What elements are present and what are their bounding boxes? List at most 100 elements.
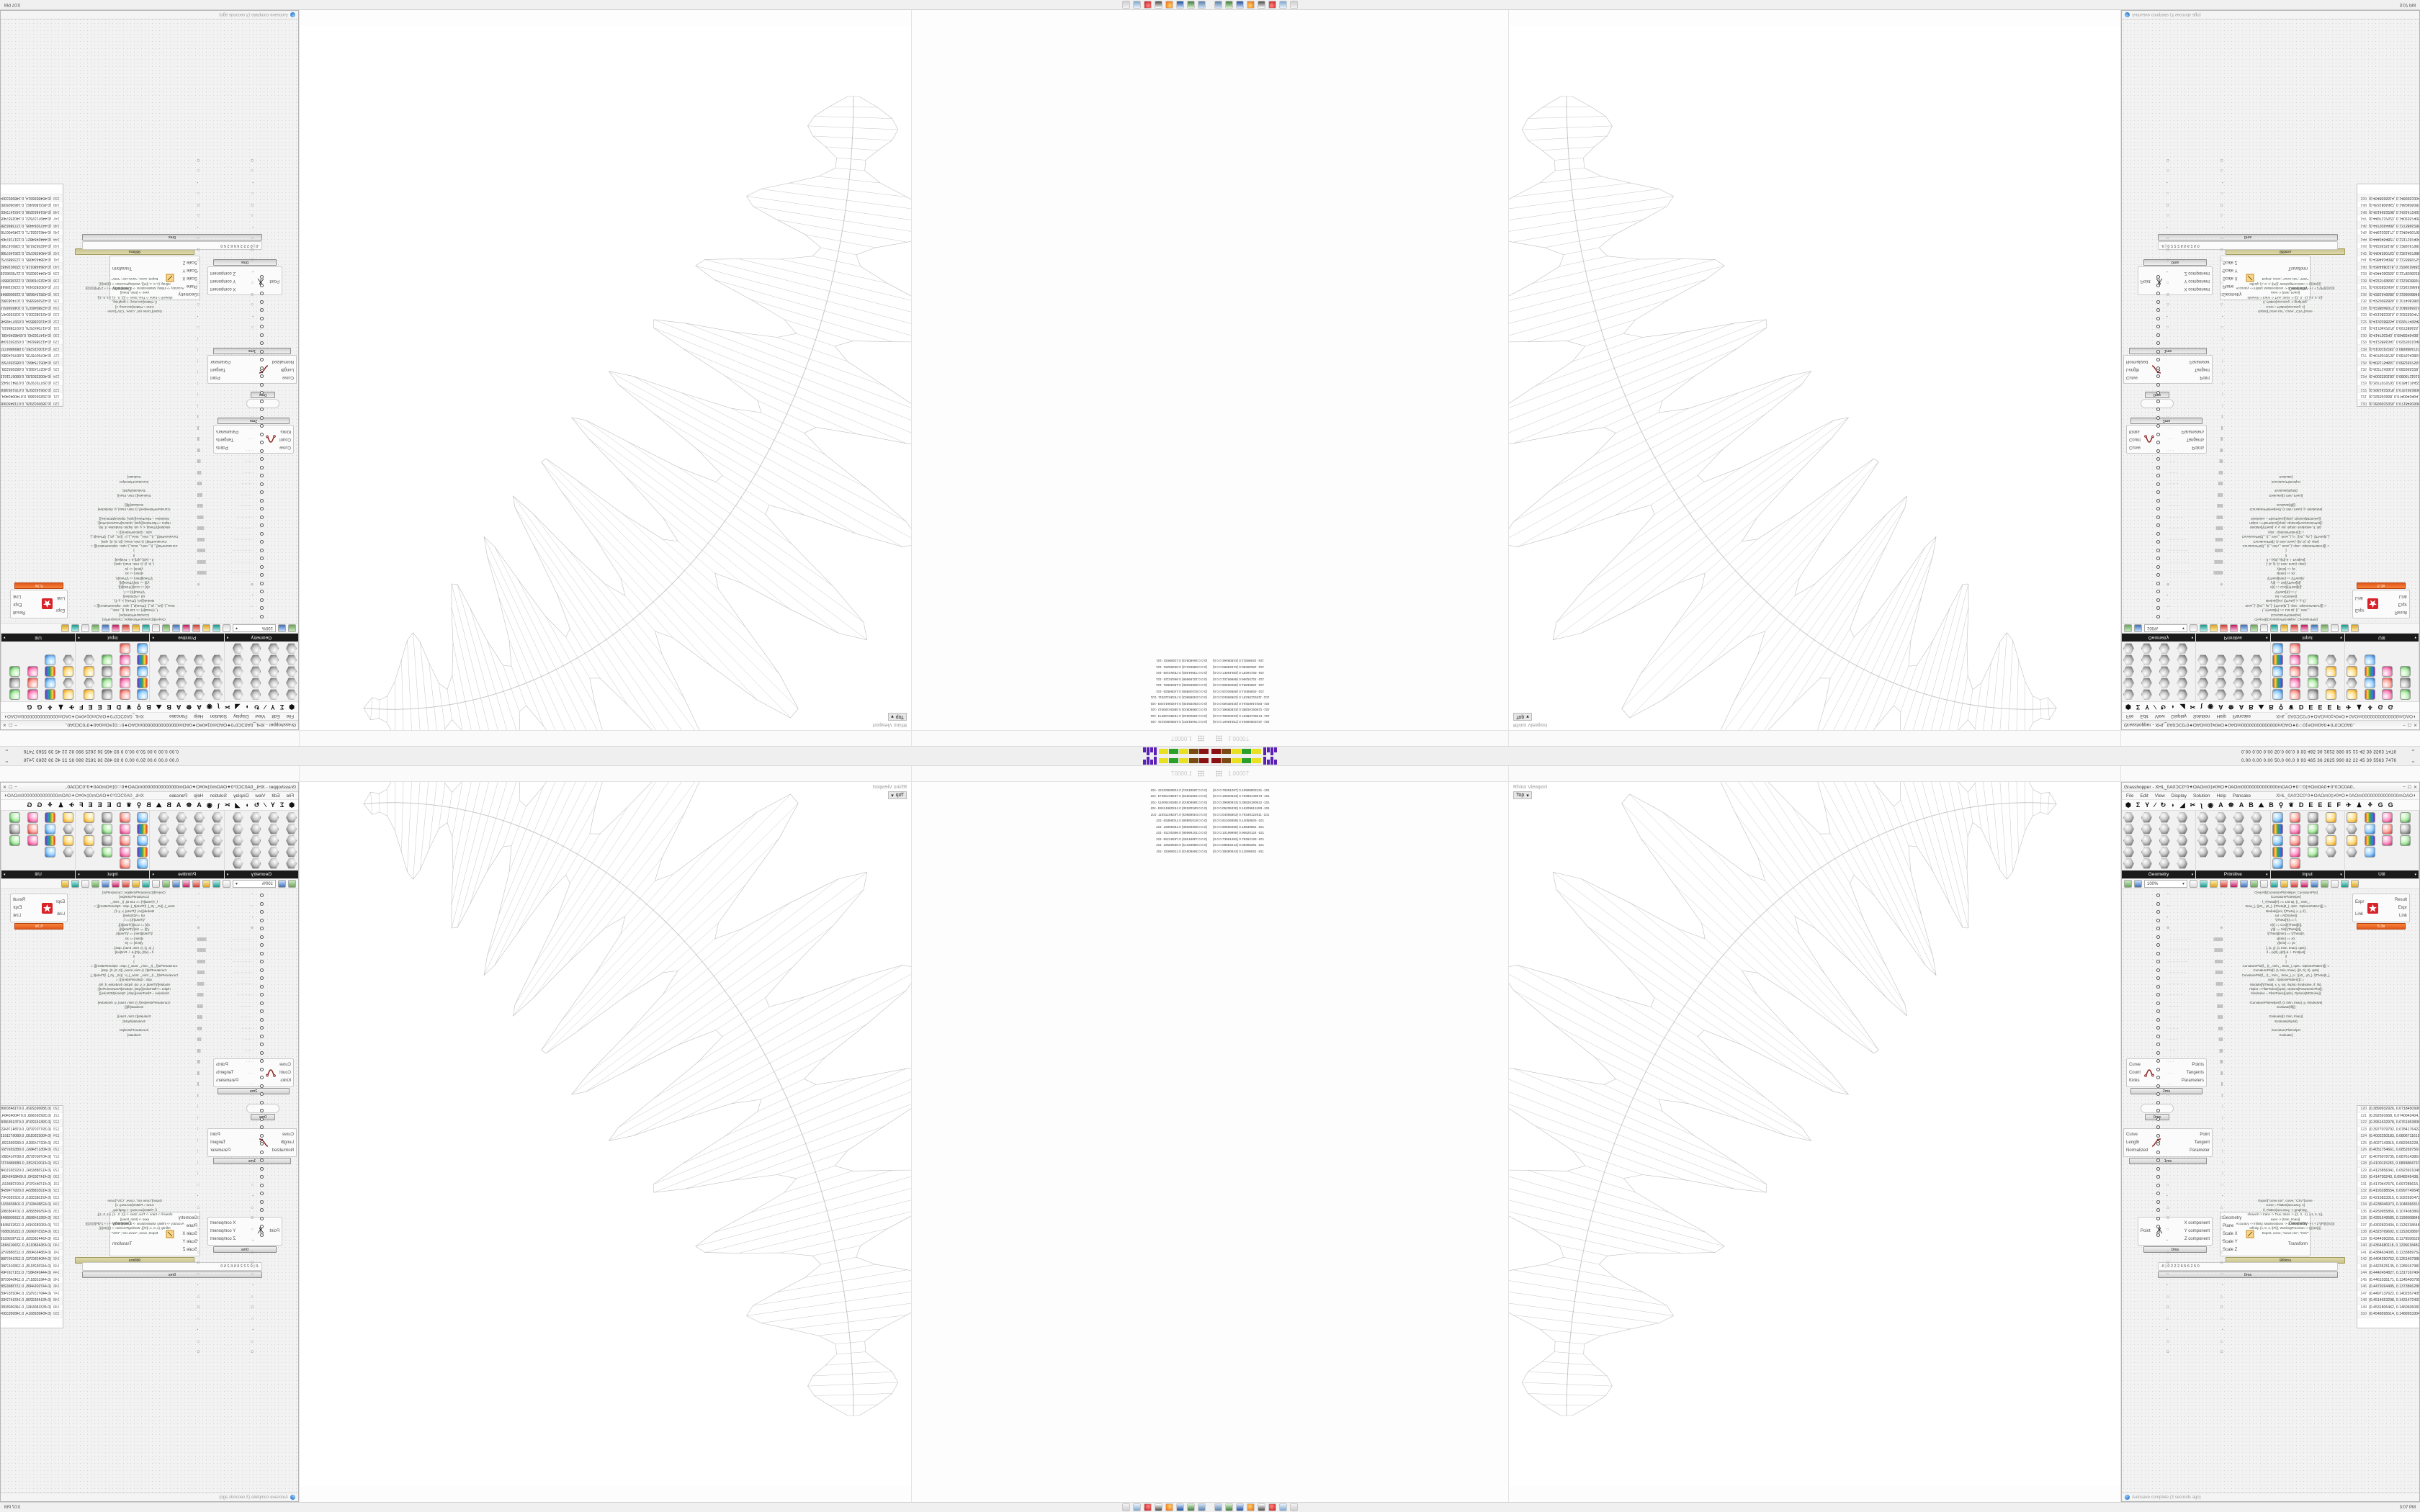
component-button[interactable]: [2123, 689, 2134, 700]
addon-g3-tab[interactable]: ⚘: [47, 703, 53, 711]
component-button[interactable]: [2290, 666, 2301, 677]
table-row[interactable]: 126{0.4051754661, 0.0852697567, 0.0}: [2357, 1147, 2419, 1154]
table-row[interactable]: 145{0.4461035171, 0.1345400795, 0.0}: [2357, 228, 2419, 235]
table-row[interactable]: 137{0.4302820434, 0.1126318648, 0.0}: [2357, 283, 2419, 290]
parameter-row[interactable]: △ △: [197, 1292, 254, 1301]
connector-pin[interactable]: [2156, 1100, 2160, 1104]
component-button[interactable]: [2197, 847, 2209, 858]
component-button[interactable]: [2290, 689, 2301, 700]
connector-pin[interactable]: [260, 499, 264, 503]
text-icon[interactable]: [1279, 1503, 1287, 1511]
component-button[interactable]: [27, 689, 38, 700]
component-wolfram-evaluate[interactable]: Expr Link Result Expr Link: [10, 894, 68, 922]
connector-pin[interactable]: [260, 457, 264, 462]
parameter-row[interactable]: ▪ ▪: [197, 312, 254, 320]
component-scale-nu[interactable]: Geometry Plane Scale X Scale Y Scale Z G…: [2220, 256, 2311, 300]
parameter-row[interactable]: ······· |||||||: [197, 1036, 254, 1045]
component-button[interactable]: [250, 643, 261, 654]
connector-pin[interactable]: [2156, 1125, 2160, 1129]
component-button[interactable]: [84, 666, 95, 677]
mathematica-icon[interactable]: [1268, 1, 1276, 9]
component-button[interactable]: [194, 666, 205, 677]
component-button[interactable]: [233, 666, 243, 677]
table-row[interactable]: 142{0.4404250762, 0.1261407988, 0.0}: [1, 248, 63, 256]
table-row[interactable]: 138{0.4323769692, 0.1152828897, 0.0}: [1, 276, 63, 283]
component-button[interactable]: [2364, 847, 2375, 858]
menu-item-help[interactable]: Help: [2216, 793, 2226, 798]
group-label[interactable]: Geometry ▾: [224, 870, 298, 878]
component-button[interactable]: [2251, 654, 2262, 665]
component-button[interactable]: [2325, 812, 2336, 823]
component-button[interactable]: [2123, 858, 2134, 869]
parameter-row[interactable]: ········· |||||||||: [197, 1014, 254, 1022]
table-row[interactable]: 124{0.4002250183, 0.0806711615, 0.0}: [2357, 1133, 2419, 1140]
preview-green-icon[interactable]: [2321, 624, 2329, 632]
table-row[interactable]: 149{0.4531806462, 0.1460605083, 0.0}: [2357, 1305, 2419, 1311]
code-panel-curvature[interactable]: ClearAll[iCurvaturePlotHelper, Curvature…: [2241, 891, 2331, 1037]
connector-pin[interactable]: [260, 308, 264, 312]
quadrant-bottom-right[interactable]: 0.00 0.00 0.00 50.0 00.0 9 93 465 36 262…: [1210, 756, 2420, 1512]
addon-c1-tab[interactable]: ❦: [2288, 801, 2294, 809]
component-button[interactable]: [2177, 654, 2187, 665]
connector-pin[interactable]: [2156, 1158, 2160, 1162]
parameter-row[interactable]: ······ ||||||: [197, 1047, 254, 1056]
connector-pin[interactable]: [260, 358, 264, 362]
group-label[interactable]: Util ▾: [1, 634, 76, 642]
component-button[interactable]: [63, 654, 73, 665]
menu-item-solution[interactable]: Solution: [210, 714, 228, 719]
connector-pin[interactable]: [2156, 374, 2160, 379]
component-button[interactable]: [286, 812, 297, 823]
param-out-link[interactable]: Link: [2398, 593, 2407, 598]
chevron-down-icon[interactable]: ▾: [2182, 626, 2184, 630]
parameter-row[interactable]: ·············· ||||||||||||||: [197, 958, 254, 966]
menu-item-pancake[interactable]: Pancake: [169, 714, 188, 719]
addon-g1-tab[interactable]: ✈: [2345, 703, 2352, 711]
window-controls[interactable]: – ☐ ✕: [2403, 785, 2417, 790]
windows-taskbar[interactable]: 3:07 PM: [0, 1502, 1210, 1512]
component-button[interactable]: [2197, 689, 2208, 700]
table-row[interactable]: 131{0.4170447676, 0.097285615, 0.0}: [2357, 1182, 2419, 1188]
component-button[interactable]: [286, 643, 297, 654]
data-points-panel[interactable]: 120{0.3899932926, 0.0718450996, 0.0}121{…: [1, 1105, 63, 1328]
chevron-down-icon[interactable]: ⌄: [2411, 757, 2416, 764]
component-button[interactable]: [2400, 689, 2411, 700]
gha-icon[interactable]: [2250, 880, 2258, 888]
component-button[interactable]: [268, 812, 279, 823]
connector-pin[interactable]: [260, 573, 264, 577]
parameter-row[interactable]: △ △: [2166, 1292, 2223, 1301]
close-icon[interactable]: ✕: [2413, 722, 2417, 727]
parameter-row[interactable]: □ □: [197, 189, 254, 198]
parameter-row[interactable]: ········ ||||||||: [197, 1025, 254, 1033]
grip-icon[interactable]: [1198, 770, 1204, 777]
table-row[interactable]: 132{0.4193288554, 0.0997749545, 0.0}: [2357, 317, 2419, 324]
table-row[interactable]: 144{0.4442454827, 0.1317167404, 0.0}: [2357, 1270, 2419, 1277]
connector-pin[interactable]: [2156, 1233, 2160, 1237]
cluster-icon[interactable]: [182, 624, 190, 632]
rhino-icon[interactable]: [1258, 1, 1265, 9]
grasshopper-window[interactable]: Grasshopper - XHL_0A0ƆC0°0✦OAOm0‡≠0≡O✦0A…: [2121, 782, 2420, 1502]
menu-item-view[interactable]: View: [255, 714, 266, 719]
rhino-command-bar[interactable]: 1.00007: [1210, 766, 2420, 782]
code-panel-export[interactable]: Export["curve.csv", curve, "CSV"]curve c…: [85, 1199, 184, 1235]
surface-tab[interactable]: ◗: [2171, 801, 2175, 809]
addon-d-tab[interactable]: D: [116, 801, 122, 809]
component-button[interactable]: [2123, 666, 2134, 677]
parameter-row[interactable]: ▪ ▪: [197, 1237, 254, 1246]
group-label[interactable]: Primitive ▾: [2196, 870, 2270, 878]
component-button[interactable]: [2177, 858, 2188, 869]
connector-pin[interactable]: [2156, 333, 2160, 337]
connector-pin[interactable]: [2156, 1142, 2160, 1146]
group-icons[interactable]: [2271, 642, 2344, 701]
connector-pin[interactable]: [260, 1150, 264, 1154]
table-row[interactable]: 148{0.4514653298, 0.1431472433, 0.0}: [2357, 1297, 2419, 1305]
menu-item-pancake[interactable]: Pancake: [2232, 793, 2251, 798]
group-icons[interactable]: [2345, 811, 2419, 870]
component-button[interactable]: [63, 835, 74, 846]
table-row[interactable]: 147{0.4497137622, 0.1402557405, 0.0}: [2357, 215, 2419, 222]
shade-ghost-icon[interactable]: [112, 624, 120, 632]
parameter-row[interactable]: · |: [2166, 1114, 2223, 1122]
group-label[interactable]: Geometry ▾: [2122, 634, 2196, 642]
explorer-icon[interactable]: [1225, 1, 1233, 9]
lasso-icon[interactable]: [61, 624, 69, 632]
